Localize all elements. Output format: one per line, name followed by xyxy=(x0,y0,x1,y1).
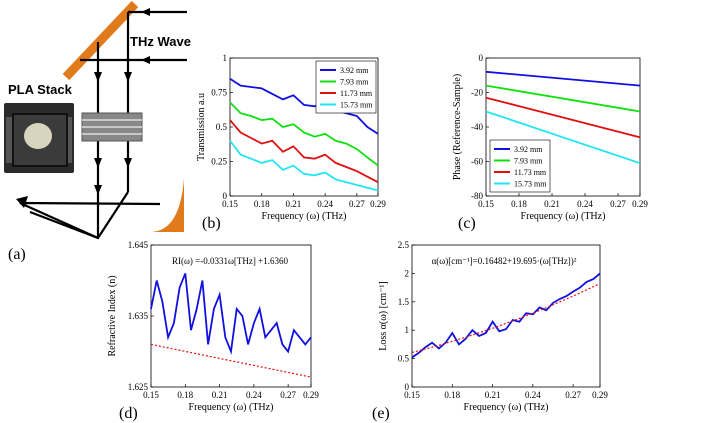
parabolic-mirror xyxy=(150,178,184,232)
series-line xyxy=(229,101,379,167)
y-tick-label: 2 xyxy=(405,268,410,278)
x-tick-label: 0.18 xyxy=(177,390,193,400)
x-tick-label: 0.18 xyxy=(444,390,460,400)
x-tick-label: 0.21 xyxy=(212,390,228,400)
series-line xyxy=(229,77,379,135)
y-tick-label: 1.625 xyxy=(128,382,149,392)
fit-line xyxy=(150,343,312,378)
legend-entry: 11.73 mm xyxy=(514,168,547,177)
x-tick-label: 0.18 xyxy=(254,199,270,209)
legend-entry: 7.93 mm xyxy=(340,78,369,87)
x-tick-label: 0.15 xyxy=(404,390,420,400)
thz-wave-label: THz Wave xyxy=(130,34,191,49)
legend-entry: 15.73 mm xyxy=(340,101,373,110)
x-tick-label: 0.18 xyxy=(511,199,527,209)
x-tick-label: 0.15 xyxy=(222,199,238,209)
x-axis-label: Frequency (ω) (THz) xyxy=(262,211,347,222)
panel-label: (b) xyxy=(202,215,221,232)
legend-entry: 11.73 mm xyxy=(340,89,373,98)
y-tick-label: 1.5 xyxy=(398,297,410,307)
fit-equation: RI(ω) =-0.0331ω[THz] +1.6360 xyxy=(172,256,288,266)
y-tick-label: 1 xyxy=(223,53,228,63)
y-axis-label: Loss α(ω) [cm⁻¹] xyxy=(378,281,389,351)
y-tick-label: 1 xyxy=(405,325,410,335)
series-line xyxy=(485,84,641,113)
legend-entry: 3.92 mm xyxy=(514,145,543,154)
y-axis-label: Phase (Reference-Sample) xyxy=(452,74,463,180)
series-line xyxy=(229,140,379,192)
setup-optics xyxy=(19,0,187,240)
x-tick-label: 0.21 xyxy=(544,199,560,209)
x-tick-label: 0.15 xyxy=(478,199,494,209)
fit-line xyxy=(411,283,601,354)
y-axis-label: Transmission a.u xyxy=(196,93,207,161)
x-tick-label: 0.29 xyxy=(303,390,319,400)
y-tick-label: -40 xyxy=(471,122,483,132)
x-tick-label: 0.21 xyxy=(485,390,501,400)
x-tick-label: 0.24 xyxy=(246,390,262,400)
x-tick-label: 0.15 xyxy=(143,390,159,400)
panel-label: (d) xyxy=(119,405,138,422)
x-axis-label: Frequency (ω) (THz) xyxy=(464,402,549,413)
panel-label: (e) xyxy=(372,405,390,422)
y-tick-label: 0.5 xyxy=(398,354,410,364)
x-tick-label: 0.29 xyxy=(370,199,386,209)
series-line xyxy=(485,96,641,139)
series-line xyxy=(485,70,641,87)
y-tick-label: 0 xyxy=(479,53,484,63)
x-tick-label: 0.21 xyxy=(286,199,302,209)
setup-arrows xyxy=(16,8,150,208)
y-tick-label: 2.5 xyxy=(398,240,410,250)
x-tick-label: 0.29 xyxy=(592,390,608,400)
y-tick-label: 0.25 xyxy=(211,157,227,167)
y-tick-label: 1.635 xyxy=(128,311,149,321)
x-tick-label: 0.27 xyxy=(565,390,581,400)
y-axis-label: Refractive Index (n) xyxy=(107,275,118,356)
pla-stack-label: PLA Stack xyxy=(8,82,72,97)
panel-label-a: (a) xyxy=(8,246,26,263)
legend-entry: 7.93 mm xyxy=(514,157,543,166)
y-tick-label: 0 xyxy=(405,382,410,392)
x-tick-label: 0.24 xyxy=(577,199,593,209)
x-tick-label: 0.27 xyxy=(349,199,365,209)
series-line xyxy=(150,273,312,356)
y-tick-label: 0.75 xyxy=(211,88,227,98)
y-tick-label: 0.5 xyxy=(216,122,228,132)
series-line xyxy=(411,272,601,359)
panel-label: (c) xyxy=(458,215,476,232)
pla-stack-photo xyxy=(4,103,74,173)
x-axis-label: Frequency (ω) (THz) xyxy=(521,211,606,222)
x-tick-label: 0.27 xyxy=(280,390,296,400)
y-tick-label: 1.645 xyxy=(128,240,149,250)
fit-equation: α(ω)[cm⁻¹]=0.16482+19.695·(ω[THz])² xyxy=(432,256,577,266)
y-tick-label: -60 xyxy=(471,157,483,167)
x-axis-label: Frequency (ω) (THz) xyxy=(189,402,274,413)
series-line xyxy=(229,119,379,183)
x-tick-label: 0.29 xyxy=(632,199,648,209)
x-tick-label: 0.27 xyxy=(610,199,626,209)
legend-entry: 15.73 mm xyxy=(514,180,547,189)
mirror xyxy=(62,0,139,81)
series-line xyxy=(485,110,641,165)
y-tick-label: -20 xyxy=(471,88,483,98)
y-tick-label: -80 xyxy=(471,191,483,201)
x-tick-label: 0.24 xyxy=(317,199,333,209)
legend-entry: 3.92 mm xyxy=(340,66,369,75)
x-tick-label: 0.24 xyxy=(525,390,541,400)
y-tick-label: 0 xyxy=(223,191,228,201)
plot-frame xyxy=(411,244,601,388)
